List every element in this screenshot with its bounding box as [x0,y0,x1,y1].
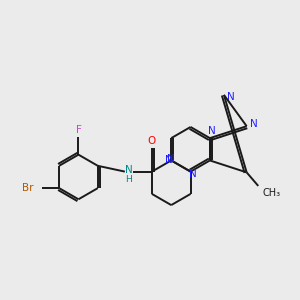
Text: N: N [208,126,216,136]
Text: F: F [76,125,81,135]
Text: N: N [227,92,235,102]
Text: N: N [250,119,257,129]
Text: H: H [125,175,132,184]
Text: Br: Br [22,183,33,193]
Text: N: N [189,169,196,178]
Text: N: N [165,155,173,165]
Text: N: N [167,154,175,164]
Text: N: N [125,165,133,175]
Text: CH₃: CH₃ [263,188,281,198]
Text: O: O [148,136,156,146]
